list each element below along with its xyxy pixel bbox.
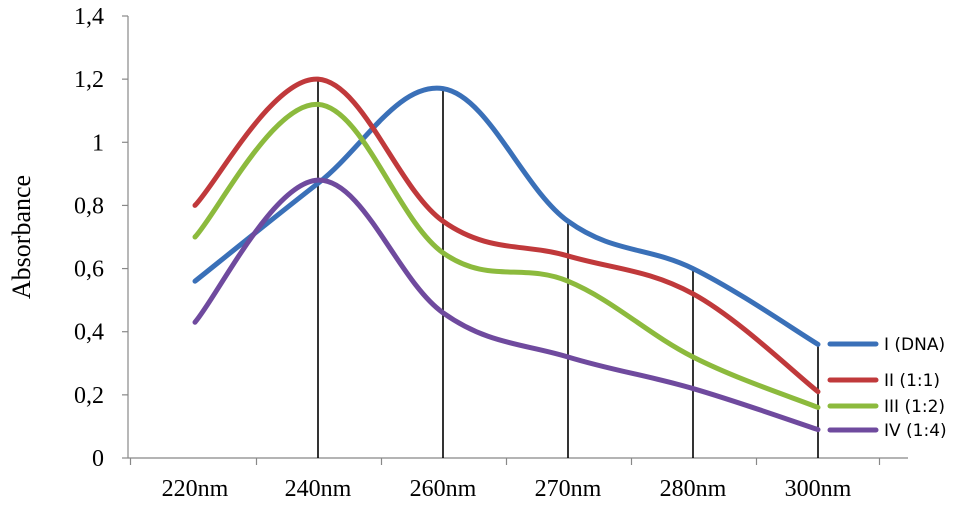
y-tick-label: 0 xyxy=(92,446,104,472)
x-tick-label: 260nm xyxy=(410,476,477,502)
x-tick-label: 300nm xyxy=(785,476,852,502)
y-tick-label: 0,4 xyxy=(74,320,104,346)
drop-lines-group xyxy=(317,79,819,458)
y-tick-label: 1,4 xyxy=(74,4,104,30)
legend-label-2: II (1:1) xyxy=(884,371,940,391)
series-line-3 xyxy=(192,101,821,410)
y-tick-label: 0,8 xyxy=(74,193,104,219)
y-tick-label: 0,2 xyxy=(74,383,104,409)
series-group xyxy=(192,76,821,433)
legend-label-3: III (1:2) xyxy=(884,397,945,417)
legend: I (DNA) II (1:1) III (1:2) IV (1:4) xyxy=(827,335,947,441)
series-line-2 xyxy=(192,76,821,395)
axes-group: 0 0,2 0,4 0,6 0,8 1 1,2 1,4 220nm 240nm 260nm 270nm… xyxy=(74,4,908,502)
y-tick-label: 0,6 xyxy=(74,257,104,283)
x-tick-label: 280nm xyxy=(660,476,727,502)
x-tick-label: 220nm xyxy=(162,476,229,502)
legend-label-4: IV (1:4) xyxy=(884,421,947,441)
y-tick-label: 1,2 xyxy=(74,67,104,93)
series-line-1 xyxy=(192,85,821,347)
y-axis-title: Absorbance xyxy=(7,175,36,299)
y-tick-label: 1 xyxy=(92,130,104,156)
series-line-4 xyxy=(192,177,821,433)
x-tick-label: 240nm xyxy=(285,476,352,502)
axis-labels: Absorbance xyxy=(7,175,36,299)
x-tick-label: 270nm xyxy=(535,476,602,502)
legend-label-1: I (DNA) xyxy=(884,335,945,355)
